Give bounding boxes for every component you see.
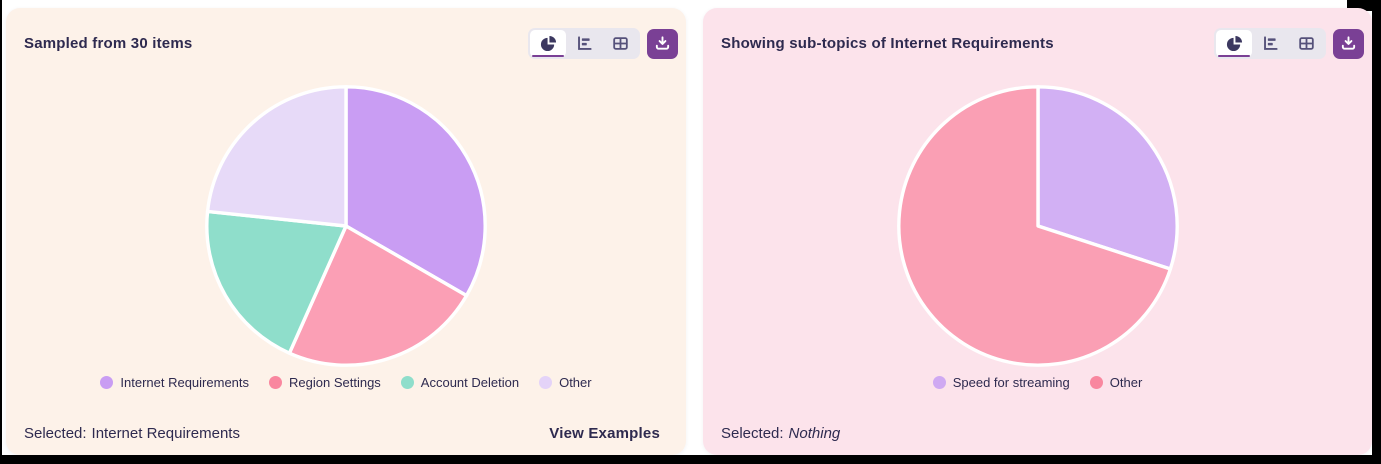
pie-chart-container — [6, 80, 686, 372]
chart-view-tab-group — [528, 28, 640, 59]
screenshot-border-bottom — [0, 455, 1381, 464]
download-button[interactable] — [1333, 28, 1364, 59]
selected-topic-text: Selected: Nothing — [721, 425, 840, 442]
legend-dot-icon — [269, 376, 283, 389]
tab-bar-view[interactable] — [1252, 30, 1288, 57]
selected-label: Selected: — [24, 425, 87, 442]
screenshot-border-left — [0, 0, 2, 464]
selected-label: Selected: — [721, 425, 784, 442]
panel-sub-topics: Showing sub-topics of Internet Requireme… — [703, 8, 1372, 455]
panel-footer: Selected: Nothing — [721, 425, 1346, 442]
pie-slice-account-deletion[interactable] — [205, 209, 348, 355]
selected-value: Internet Requirements — [91, 425, 240, 442]
pie-chart-sub-topics — [896, 85, 1179, 367]
selected-topic-text: Selected: Internet Requirements — [24, 425, 240, 442]
chart-view-tab-group — [1214, 28, 1326, 59]
tab-pie-view[interactable] — [1216, 30, 1252, 57]
bar-chart-icon — [1263, 36, 1278, 50]
legend-item-internet-requirements[interactable]: Internet Requirements — [100, 375, 249, 390]
table-icon — [612, 37, 628, 50]
chart-legend: Internet Requirements Region Settings Acco… — [6, 375, 686, 390]
chart-toolbar — [1214, 28, 1364, 59]
legend-item-account-deletion[interactable]: Account Deletion — [400, 375, 520, 390]
legend-label: Speed for streaming — [952, 375, 1070, 390]
download-button[interactable] — [647, 28, 678, 59]
legend-dot-icon — [932, 376, 946, 389]
legend-dot-icon — [100, 376, 114, 389]
download-icon — [655, 36, 670, 50]
legend-label: Other — [1109, 375, 1143, 390]
legend-label: Region Settings — [289, 375, 381, 390]
panel-footer: Selected: Internet Requirements View Exam… — [24, 425, 660, 442]
tab-bar-view[interactable] — [566, 30, 602, 57]
legend-item-region-settings[interactable]: Region Settings — [269, 375, 381, 390]
pie-slice-other[interactable] — [896, 85, 1172, 367]
legend-label: Account Deletion — [420, 375, 520, 390]
panel-sampled-topics: Sampled from 30 items — [6, 8, 686, 455]
pie-slice-region-settings[interactable] — [287, 224, 469, 367]
pie-slice-other[interactable] — [205, 85, 348, 228]
selected-value: Nothing — [788, 425, 841, 442]
tab-pie-view[interactable] — [530, 30, 566, 57]
chart-toolbar — [528, 28, 678, 59]
pie-slice-internet-requirements[interactable] — [344, 85, 487, 298]
panel-title: Showing sub-topics of Internet Requireme… — [721, 35, 1054, 52]
pie-chart-container — [703, 80, 1372, 372]
legend-item-other[interactable]: Other — [1089, 375, 1143, 390]
legend-item-other[interactable]: Other — [539, 375, 592, 390]
panel-title: Sampled from 30 items — [24, 35, 193, 52]
legend-dot-icon — [1089, 376, 1103, 389]
view-examples-button[interactable]: View Examples — [549, 425, 660, 442]
tab-table-view[interactable] — [1288, 30, 1324, 57]
pie-chart-icon — [1226, 35, 1242, 52]
legend-label: Internet Requirements — [120, 375, 250, 390]
pie-chart-sampled-topics — [205, 85, 487, 367]
chart-legend: Speed for streaming Other — [703, 375, 1372, 390]
download-icon — [1341, 36, 1356, 50]
legend-dot-icon — [400, 376, 414, 389]
panel-header: Sampled from 30 items — [24, 28, 678, 59]
panel-header: Showing sub-topics of Internet Requireme… — [721, 28, 1364, 59]
bar-chart-icon — [577, 36, 592, 50]
pie-slice-speed-for-streaming[interactable] — [1035, 85, 1179, 271]
table-icon — [1298, 37, 1314, 50]
screenshot-border-top-right — [1347, 0, 1381, 11]
legend-item-speed-for-streaming[interactable]: Speed for streaming — [932, 375, 1070, 390]
pie-chart-icon — [540, 35, 556, 52]
tab-table-view[interactable] — [602, 30, 638, 57]
legend-dot-icon — [539, 376, 553, 389]
legend-label: Other — [559, 375, 592, 390]
screenshot-border-right — [1372, 0, 1381, 464]
